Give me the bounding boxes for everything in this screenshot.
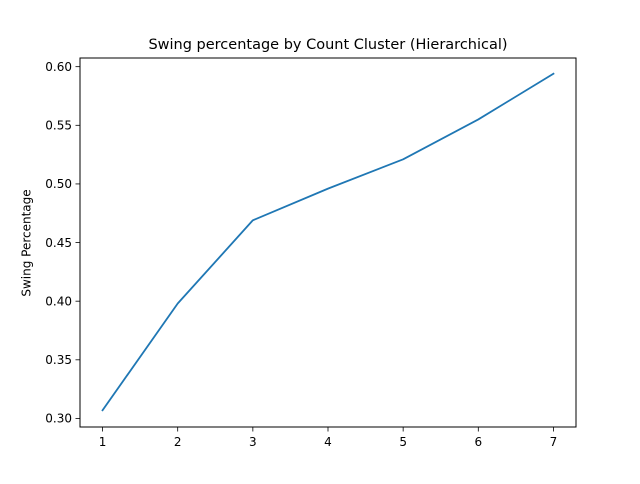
y-tick-label: 0.40 — [45, 294, 72, 308]
x-tick-label: 1 — [99, 435, 107, 449]
y-axis-label: Swing Percentage — [20, 189, 34, 296]
x-tick-label: 4 — [324, 435, 332, 449]
chart-title: Swing percentage by Count Cluster (Hiera… — [148, 37, 507, 53]
y-tick-label: 0.30 — [45, 412, 72, 426]
x-tick-label: 5 — [399, 435, 407, 449]
x-tick-label: 7 — [550, 435, 558, 449]
y-tick-label: 0.45 — [45, 236, 72, 250]
x-tick-label: 2 — [174, 435, 182, 449]
y-tick-label: 0.35 — [45, 353, 72, 367]
x-tick-label: 3 — [249, 435, 257, 449]
y-tick-label: 0.60 — [45, 60, 72, 74]
y-tick-label: 0.50 — [45, 177, 72, 191]
y-tick-label: 0.55 — [45, 119, 72, 133]
x-tick-label: 6 — [474, 435, 482, 449]
